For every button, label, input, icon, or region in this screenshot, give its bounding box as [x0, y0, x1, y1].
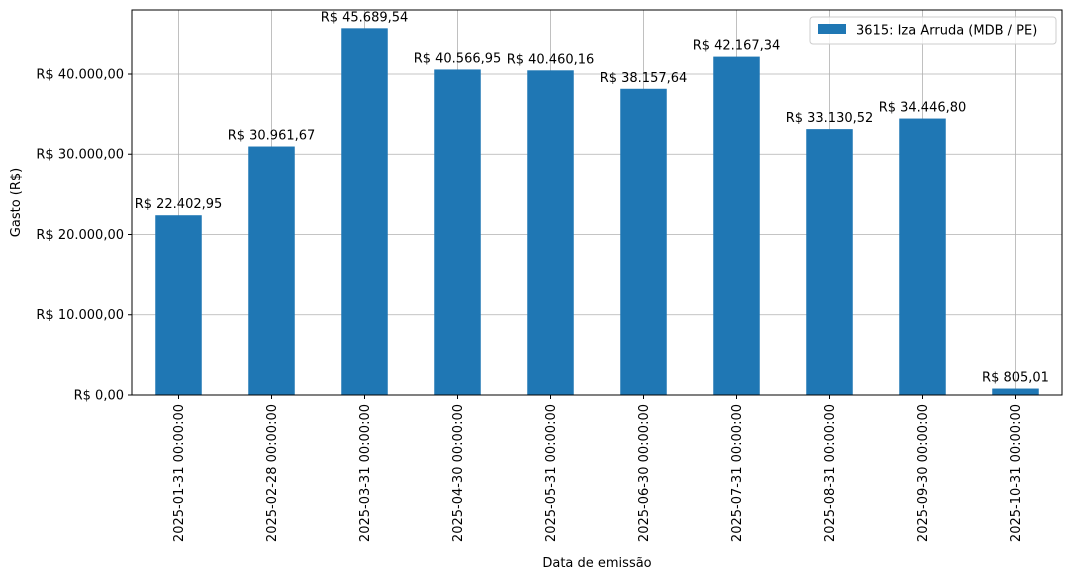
bar-data-label: R$ 40.460,16: [507, 52, 595, 67]
y-axis: R$ 0,00 R$ 10.000,00 R$ 20.000,00 R$ 30.000…: [36, 67, 132, 404]
plot-frame: [131, 9, 1063, 396]
bar-data-label: R$ 805,01: [982, 371, 1049, 386]
bar-data-label: R$ 22.402,95: [135, 197, 223, 212]
y-tick-label: R$ 20.000,00: [36, 228, 124, 243]
bar: [899, 118, 946, 395]
bar-data-label: R$ 38.157,64: [600, 71, 688, 86]
x-tick-label: 2025-07-31 00:00:00: [730, 404, 745, 542]
bar-data-label: R$ 30.961,67: [228, 129, 316, 144]
y-tick-label: R$ 30.000,00: [36, 148, 124, 163]
legend-box: [809, 16, 1057, 45]
legend: 3615: Iza Arruda (MDB / PE): [809, 16, 1057, 45]
bar: [434, 69, 481, 396]
bar-data-label: R$ 40.566,95: [414, 51, 502, 66]
x-tick-label: 2025-09-30 00:00:00: [916, 404, 931, 542]
bar-data-label: R$ 45.689,54: [321, 10, 409, 25]
bar-data-label: R$ 42.167,34: [693, 39, 781, 54]
y-tick-label: R$ 40.000,00: [36, 67, 124, 82]
bar: [806, 129, 853, 396]
bar: [713, 56, 760, 396]
y-tick-label: R$ 0,00: [74, 389, 124, 404]
x-tick-label: 2025-03-31 00:00:00: [358, 404, 373, 542]
y-axis-title: Gasto (R$): [9, 168, 24, 237]
x-tick-label: 2025-05-31 00:00:00: [544, 404, 559, 542]
x-tick-label: 2025-04-30 00:00:00: [451, 404, 466, 542]
x-tick-label: 2025-08-31 00:00:00: [823, 404, 838, 542]
bar-data-label: R$ 33.130,52: [786, 111, 874, 126]
x-tick-label: 2025-06-30 00:00:00: [637, 404, 652, 542]
x-tick-label: 2025-02-28 00:00:00: [265, 404, 280, 542]
bar: [620, 88, 667, 395]
x-axis: 2025-01-31 00:00:00 2025-02-28 00:00:00 20…: [172, 395, 1024, 542]
bar: [248, 146, 295, 395]
legend-swatch: [818, 24, 846, 34]
bar: [992, 388, 1039, 395]
bar: [527, 70, 574, 395]
data-labels: R$ 22.402,95 R$ 30.961,67 R$ 45.689,54 R$ 4…: [135, 10, 1049, 385]
x-tick-label: 2025-01-31 00:00:00: [172, 404, 187, 542]
bars: [155, 28, 1039, 396]
x-axis-title: Data de emissão: [542, 556, 651, 571]
y-tick-label: R$ 10.000,00: [36, 308, 124, 323]
bar-data-label: R$ 34.446,80: [879, 101, 967, 116]
legend-label: 3615: Iza Arruda (MDB / PE): [856, 24, 1037, 39]
bar: [341, 28, 388, 396]
bar: [155, 215, 202, 395]
x-tick-label: 2025-10-31 00:00:00: [1009, 404, 1024, 542]
